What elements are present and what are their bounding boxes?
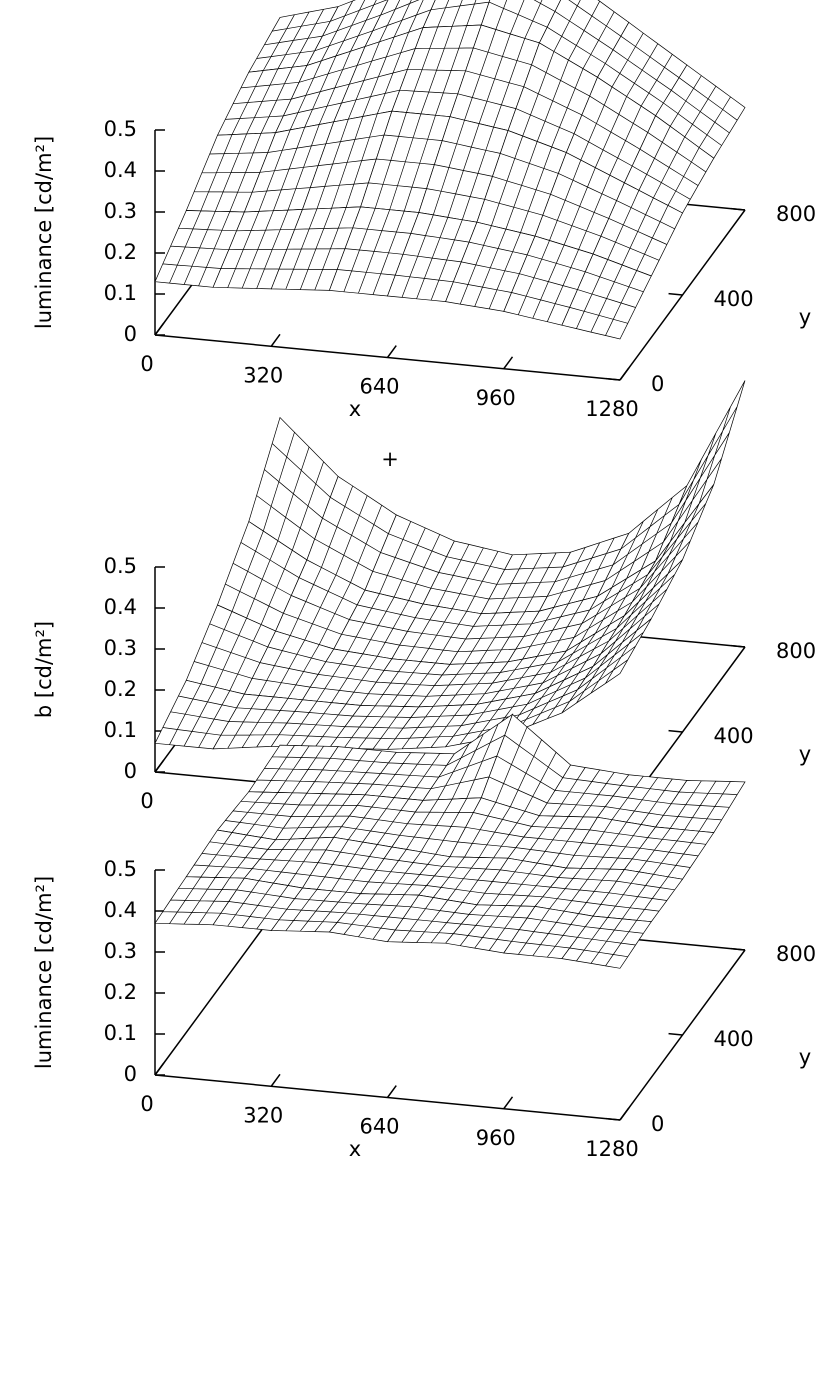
x-tick-label: 640	[359, 375, 399, 399]
surface-cell	[565, 76, 657, 184]
surface-cell	[561, 915, 652, 969]
z-tick-label: 0.5	[104, 857, 137, 881]
y-axis-label: y	[799, 1045, 811, 1069]
y-tick-label: 400	[714, 1027, 754, 1051]
surface-cell	[592, 559, 683, 667]
surface-cell	[275, 559, 366, 650]
x-tick-label: 320	[243, 363, 283, 387]
x-tick-label: 0	[140, 789, 153, 813]
surface-cell	[623, 115, 715, 214]
y-tick-label: 800	[776, 639, 816, 663]
y-tick	[605, 377, 621, 381]
operator: +	[381, 447, 399, 471]
x-tick	[386, 1085, 397, 1098]
x-tick	[386, 345, 397, 358]
surface-cell	[623, 826, 715, 880]
y-tick	[605, 1117, 621, 1121]
z-tick-label: 0.4	[104, 898, 137, 922]
x-tick	[270, 1073, 281, 1087]
surface-cell	[592, 182, 683, 277]
y-tick	[730, 947, 746, 951]
surface-cell	[655, 64, 746, 159]
z-tick-label: 0.5	[104, 554, 137, 578]
z-tick-label: 0.1	[104, 1021, 137, 1045]
x-tick-label: 0	[140, 1092, 153, 1116]
z-tick-label: 0.3	[104, 199, 137, 223]
x-axis-label: x	[349, 397, 361, 421]
z-axis-label: luminance [cd/m²]	[32, 876, 56, 1069]
y-tick-label: 400	[714, 724, 754, 748]
x-tick	[154, 759, 165, 773]
z-tick-label: 0.1	[104, 718, 137, 742]
z-tick-label: 0	[124, 759, 137, 783]
z-tick-label: 0	[124, 322, 137, 346]
y-axis-label: y	[799, 305, 811, 329]
z-axis-label: b [cd/m²]	[32, 621, 56, 718]
x-tick	[503, 1096, 514, 1110]
z-tick-label: 0.4	[104, 158, 137, 182]
y-tick	[668, 729, 683, 733]
z-tick-label: 0	[124, 1062, 137, 1086]
x-tick-label: 960	[476, 1126, 516, 1150]
x-tick-label: 640	[359, 1115, 399, 1139]
x-tick-label: 1280	[585, 397, 638, 421]
z-axis-label: luminance [cd/m²]	[32, 136, 56, 329]
x-tick-label: 960	[476, 386, 516, 410]
x-tick	[154, 1062, 165, 1076]
surface-cell	[306, 0, 389, 67]
surface-cell	[333, 589, 424, 660]
z-tick-label: 0.1	[104, 281, 137, 305]
y-tick-label: 400	[714, 287, 754, 311]
z-tick-label: 0.2	[104, 677, 137, 701]
z-tick-label: 0.4	[104, 595, 137, 619]
y-tick	[730, 644, 746, 648]
surface-cell	[480, 0, 562, 44]
surface-cell	[364, 0, 436, 48]
z-tick-label: 0.2	[104, 980, 137, 1004]
x-tick-label: 0	[140, 352, 153, 376]
y-tick-label: 800	[776, 202, 816, 226]
y-tick	[668, 1032, 683, 1036]
surface-cell	[655, 380, 746, 562]
z-tick-label: 0.3	[104, 939, 137, 963]
y-tick-label: 800	[776, 942, 816, 966]
surface-cell	[624, 484, 715, 616]
x-tick	[154, 322, 165, 336]
z-tick-label: 0.2	[104, 240, 137, 264]
x-tick-label: 1280	[585, 1137, 638, 1161]
surface-cell	[654, 780, 746, 833]
y-tick	[730, 207, 746, 211]
x-tick	[503, 356, 514, 370]
y-axis-label: y	[799, 742, 811, 766]
y-tick	[668, 292, 683, 296]
y-tick-label: 0	[651, 1112, 664, 1136]
surface-cell	[561, 253, 652, 340]
y-tick-label: 0	[651, 372, 664, 396]
surface-cell	[480, 713, 572, 817]
x-tick-label: 320	[243, 1103, 283, 1127]
surface-cell	[592, 869, 684, 923]
surface-cell	[534, 867, 626, 917]
x-tick	[270, 333, 281, 347]
surface-cell	[422, 0, 491, 28]
x-tick	[619, 367, 630, 381]
z-tick-label: 0.3	[104, 636, 137, 660]
base-edge	[154, 904, 281, 1076]
x-tick	[619, 1107, 630, 1121]
z-tick-label: 0.5	[104, 117, 137, 141]
x-axis-label: x	[349, 1137, 361, 1161]
surface-cell	[507, 42, 598, 154]
surface-cell	[561, 618, 652, 714]
